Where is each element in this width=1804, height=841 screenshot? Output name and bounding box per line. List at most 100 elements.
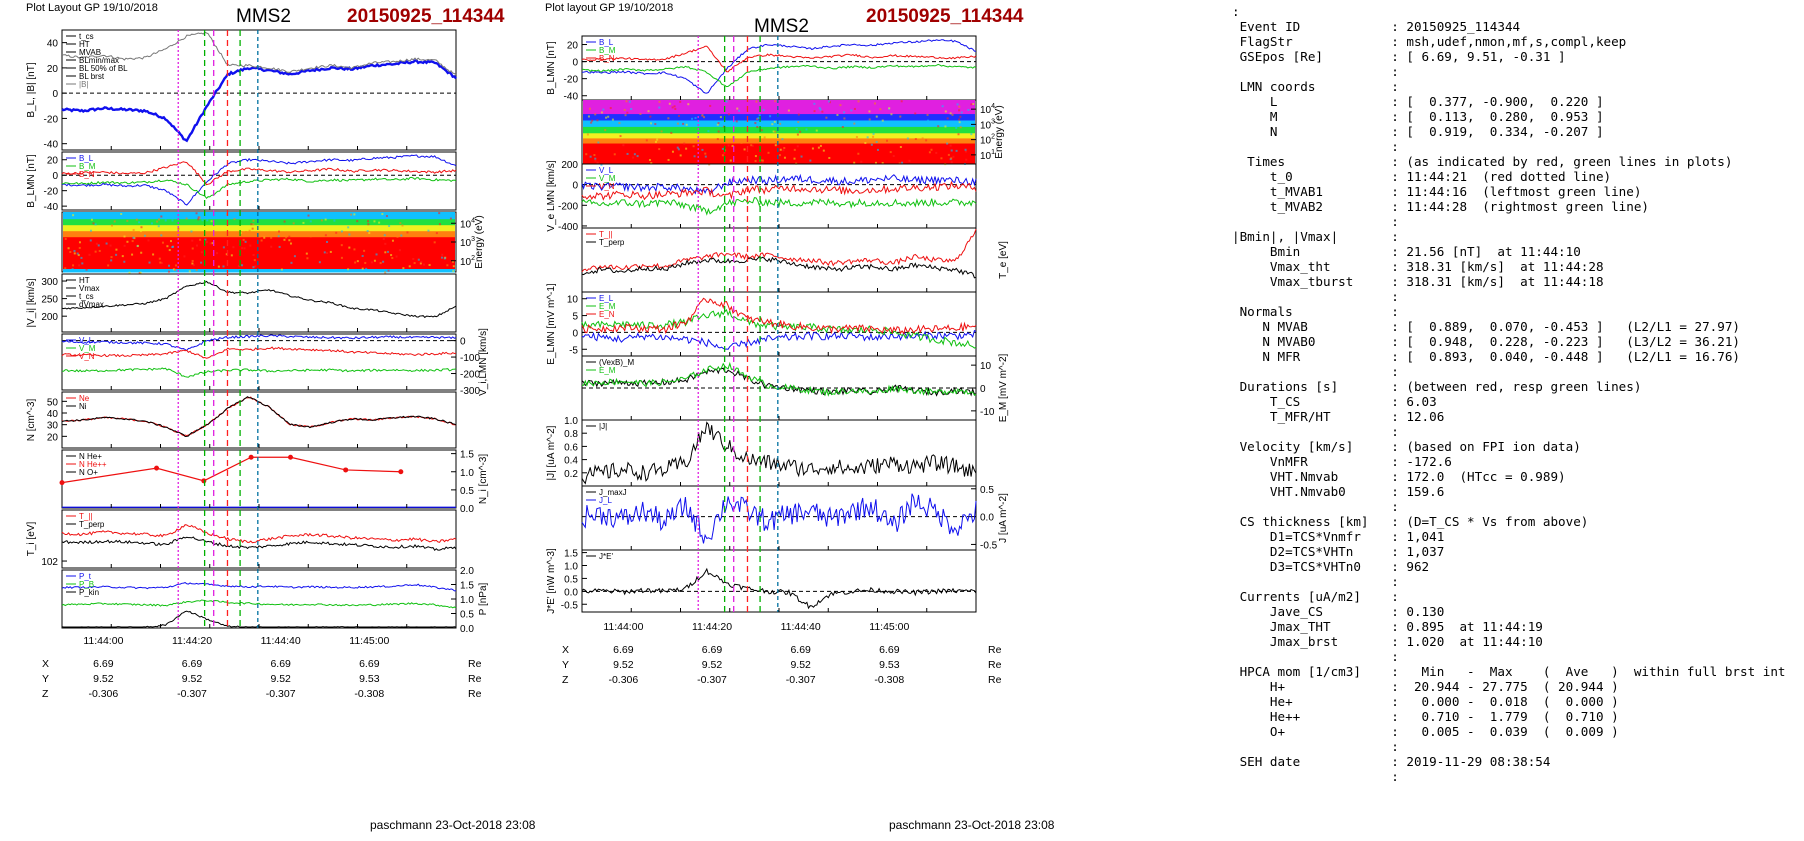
panel-frame [581,227,977,293]
heatmap-cell [446,264,449,267]
heatmap-cell [954,124,957,127]
heatmap-cell [225,229,228,232]
info-line: t_0 : 11:44:21 (red dotted line) [1232,169,1612,184]
heatmap-cell [622,144,625,147]
position-value: -0.306 [608,674,638,686]
time-tick-label: 11:44:40 [261,635,301,647]
heatmap-cell [110,224,113,227]
heatmap-cell [600,163,603,166]
heatmap-cell [717,130,720,133]
series-line [61,456,401,484]
series-line [581,297,977,335]
info-line: D2=TCS*VHTn : 1,037 [1232,544,1445,559]
legend-entry: N He+ [79,452,102,461]
data-point [59,480,65,486]
tick-label: 20 [47,156,59,167]
legend-entry: |J| [599,422,607,431]
heatmap-cell [396,235,399,238]
info-line: Durations [s] : (between red, resp green… [1232,379,1642,394]
heatmap-cell [864,142,867,145]
heatmap-cell [318,261,321,264]
heatmap-cell [654,123,657,126]
heatmap-cell [594,113,597,116]
legend-entry: E_M [599,366,616,375]
heatmap-cell [946,142,949,145]
legend-entry: E_N [599,310,615,319]
heatmap-cell [373,259,376,262]
heatmap-cell [128,271,131,274]
heatmap-cell [390,254,393,257]
heatmap-cell [365,267,368,270]
heatmap-cell [632,156,635,159]
heatmap-band [63,269,455,273]
legend-entry: J*E' [599,552,613,561]
heatmap-cell [270,236,273,239]
heatmap-cell [90,218,93,221]
heatmap-cell [258,235,261,238]
tick-label: 0.0 [460,504,474,515]
position-value: -0.307 [697,674,727,686]
panel-8: 2.0 1.5 1.0 0.5 0.0 P_tP_BP_kin P [nPa] [61,566,489,635]
heatmap-cell [110,256,113,259]
heatmap-cell [805,128,808,131]
heatmap-cell [78,264,81,267]
heatmap-cell [949,144,952,147]
heatmap-cell [677,148,680,151]
series-line [581,173,977,195]
heatmap-cell [204,238,207,241]
heatmap-cell [611,118,614,121]
series-line [581,228,977,273]
heatmap-cell [755,100,758,103]
heatmap-cell [195,269,198,272]
heatmap-cell [679,100,682,103]
heatmap-cell [879,108,882,111]
heatmap-cell [172,215,175,218]
heatmap-cell [391,239,394,242]
heatmap-cell [80,256,83,259]
tick-label: 10 [980,361,992,372]
heatmap-cell [232,234,235,237]
heatmap-cell [787,109,790,112]
heatmap-cell [428,264,431,267]
heatmap-cell [242,238,245,241]
position-value: 6.69 [702,644,723,656]
tick-label: 102 [460,255,475,268]
heatmap-cell [356,220,359,223]
heatmap-cell [417,258,420,261]
heatmap-cell [309,220,312,223]
tick-label: 0 [460,337,466,348]
heatmap-band [583,100,975,115]
info-line: SEH date : 2019-11-29 08:38:54 [1232,754,1551,769]
middle-layout-label: Plot layout GP 19/10/2018 [545,2,674,14]
legend-entry: J_maxJ [599,488,627,497]
heatmap-cell [725,100,728,103]
heatmap-cell [625,100,628,103]
heatmap-cell [140,251,143,254]
tick-label: 101 [980,149,995,162]
heatmap-cell [324,218,327,221]
heatmap-cell [800,155,803,158]
heatmap-band [63,225,455,232]
heatmap-cell [408,265,411,268]
heatmap-cell [783,156,786,159]
heatmap-cell [958,105,961,108]
tick-label: 103 [460,236,475,249]
heatmap-cell [324,234,327,237]
heatmap-cell [731,144,734,147]
heatmap-cell [944,125,947,128]
tick-label: 250 [41,295,58,306]
heatmap-cell [701,148,704,151]
heatmap-cell [252,253,255,256]
heatmap-cell [283,220,286,223]
info-line: N MVAB0 : [ 0.948, 0.228, -0.223 ] (L3/L… [1232,334,1740,349]
heatmap-cell [72,214,75,217]
heatmap-cell [205,241,208,244]
heatmap-cell [64,237,67,240]
heatmap-cell [126,219,129,222]
time-tick-label: 11:44:20 [692,621,732,633]
heatmap-cell [353,213,356,216]
heatmap-cell [658,148,661,151]
heatmap-cell [758,114,761,117]
heatmap-cell [298,269,301,272]
